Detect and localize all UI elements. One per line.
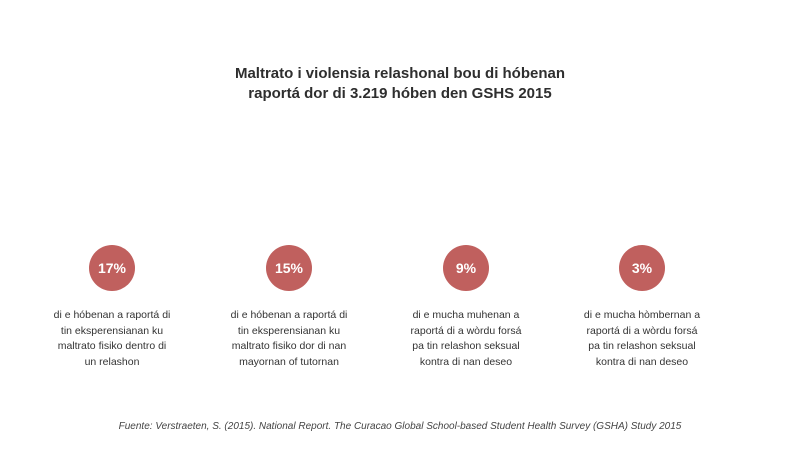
- stat-block-4: 3% di e mucha hòmbernan a raportá di a w…: [552, 245, 732, 370]
- stat-description-3: di e mucha muhenan a raportá di a wòrdu …: [376, 308, 556, 370]
- stat-1-line-1: di e hóbenan a raportá di: [53, 309, 171, 321]
- stat-1-line-4: un relashon: [84, 355, 140, 368]
- stat-description-2: di e hóbenan a raportá di tin eksperensi…: [199, 308, 379, 370]
- stat-value-1: 17%: [97, 260, 127, 276]
- stat-2-line-2: tin eksperensianan ku: [237, 324, 341, 337]
- stat-4-line-2: raportá di a wòrdu forsá: [586, 324, 698, 337]
- stat-2-line-1: di e hóbenan a raportá di: [230, 309, 348, 321]
- stat-2-line-4: mayornan of tutornan: [239, 355, 339, 368]
- stat-3-line-2: raportá di a wòrdu forsá: [410, 324, 522, 337]
- stat-circle-1: 17%: [89, 245, 135, 291]
- stat-4-line-1: di e mucha hòmbernan a: [583, 309, 701, 321]
- stat-4-line-3: pa tin relashon seksual: [588, 340, 696, 352]
- stat-value-4: 3%: [631, 260, 653, 276]
- stat-1-line-2: tin eksperensianan ku: [60, 324, 164, 337]
- stat-circle-4: 3%: [619, 245, 665, 291]
- stat-4-line-4: kontra di nan deseo: [595, 355, 689, 368]
- stat-3-line-3: pa tin relashon seksual: [412, 340, 520, 352]
- source-citation: Fuente: Verstraeten, S. (2015). National…: [118, 421, 682, 432]
- stat-1-line-3: maltrato fisiko dentro di: [57, 340, 167, 352]
- stat-block-3: 9% di e mucha muhenan a raportá di a wòr…: [376, 245, 556, 370]
- stat-circle-3: 9%: [443, 245, 489, 291]
- chart-title: Maltrato i violensia relashonal bou di h…: [0, 64, 800, 104]
- stat-block-1: 17% di e hóbenan a raportá di tin eksper…: [22, 245, 202, 370]
- stat-block-2: 15% di e hóbenan a raportá di tin eksper…: [199, 245, 379, 370]
- stat-value-3: 9%: [455, 260, 477, 276]
- chart-title-line-2: raportá dor di 3.219 hóben den GSHS 2015: [248, 85, 552, 102]
- chart-title-line-1: Maltrato i violensia relashonal bou di h…: [234, 65, 566, 82]
- stat-value-2: 15%: [274, 260, 304, 276]
- stat-3-line-1: di e mucha muhenan a: [412, 309, 520, 321]
- stat-2-line-3: maltrato fisiko dor di nan: [231, 340, 347, 352]
- stat-description-1: di e hóbenan a raportá di tin eksperensi…: [22, 308, 202, 370]
- stat-circle-2: 15%: [266, 245, 312, 291]
- stat-description-4: di e mucha hòmbernan a raportá di a wòrd…: [552, 308, 732, 370]
- stat-3-line-4: kontra di nan deseo: [419, 355, 513, 368]
